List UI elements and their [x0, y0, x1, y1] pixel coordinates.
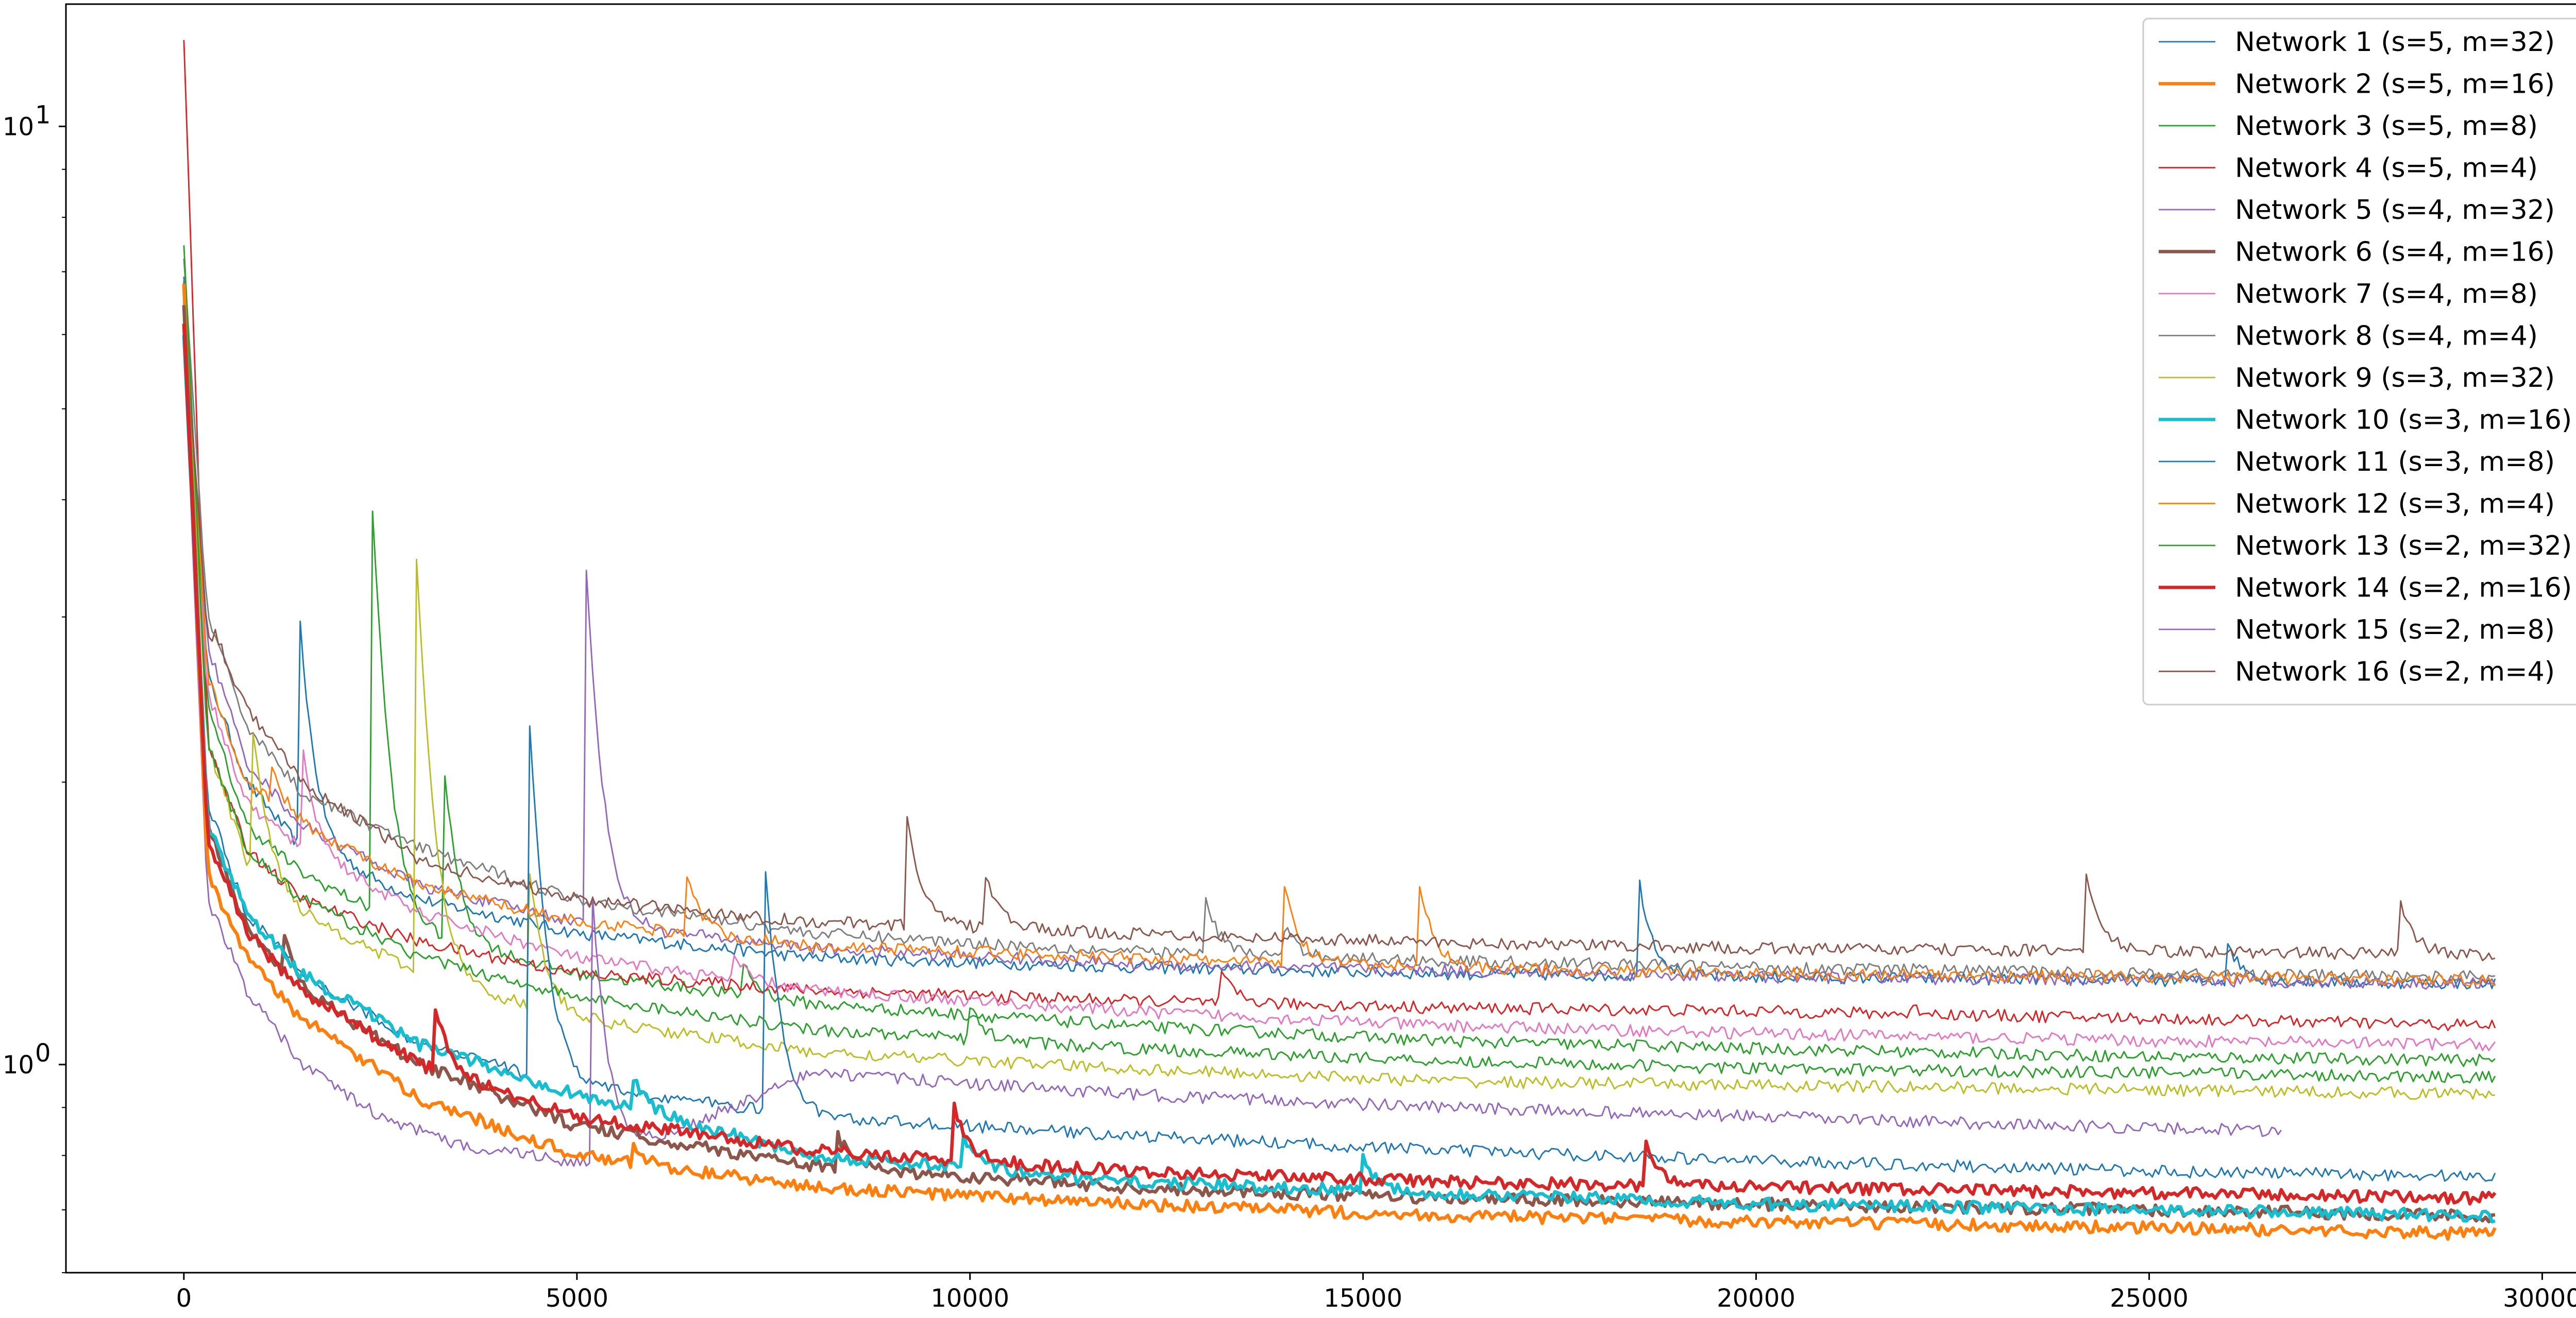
- legend-label: Network 13 (s=2, m=32): [2235, 530, 2572, 561]
- series-line-15: [183, 329, 2282, 1167]
- legend-label: Network 2 (s=5, m=16): [2235, 69, 2555, 100]
- legend-label: Network 15 (s=2, m=8): [2235, 614, 2555, 645]
- plot-frame: [65, 3, 2576, 1274]
- x-tick-label: 5000: [546, 1284, 608, 1313]
- y-tick-label: 10: [3, 1051, 34, 1080]
- series-line-2: [182, 283, 2497, 1241]
- y-tick-exponent: 1: [35, 100, 51, 129]
- y-tick-exponent: 0: [35, 1039, 51, 1068]
- legend-box: [2142, 18, 2576, 706]
- legend-label: Network 12 (s=3, m=4): [2235, 489, 2555, 520]
- series-line-9: [183, 303, 2495, 1100]
- series-line-14: [182, 323, 2497, 1206]
- legend-label: Network 3 (s=5, m=8): [2235, 111, 2538, 142]
- legend: Network 1 (s=5, m=32) Network 2 (s=5, m=1…: [2142, 18, 2576, 706]
- series-line-7: [183, 338, 2496, 1051]
- x-tick-label: 25000: [2110, 1284, 2189, 1313]
- legend-label: Network 14 (s=2, m=16): [2235, 573, 2572, 604]
- series-line-12: [183, 292, 2496, 987]
- legend-label: Network 10 (s=3, m=16): [2235, 405, 2572, 436]
- legend-label: Network 8 (s=4, m=4): [2235, 321, 2538, 352]
- x-tick-label: 10000: [930, 1284, 1009, 1313]
- legend-label: Network 6 (s=4, m=16): [2235, 237, 2555, 268]
- legend-label: Network 5 (s=4, m=32): [2235, 195, 2555, 226]
- legend-label: Network 9 (s=3, m=32): [2235, 363, 2555, 393]
- legend-label: Network 7 (s=4, m=8): [2235, 279, 2538, 310]
- legend-label: Network 16 (s=2, m=4): [2235, 657, 2555, 688]
- y-tick-label: 10: [3, 112, 34, 141]
- series-line-11: [183, 282, 2496, 1182]
- series-line-4: [183, 40, 2496, 1031]
- series-line-16: [183, 320, 2496, 962]
- legend-label: Network 1 (s=5, m=32): [2235, 27, 2555, 58]
- series-line-6: [182, 305, 2496, 1224]
- legend-label: Network 4 (s=5, m=4): [2235, 153, 2538, 184]
- series-line-13: [183, 245, 2496, 1084]
- x-tick-label: 0: [176, 1284, 192, 1313]
- series-line-5: [183, 305, 2496, 990]
- legend-label: Network 11 (s=3, m=8): [2235, 447, 2555, 477]
- x-tick-label: 30000: [2503, 1284, 2576, 1313]
- x-tick-label: 15000: [1324, 1284, 1402, 1313]
- series-line-3: [183, 280, 2496, 1067]
- series-layer: [182, 40, 2497, 1241]
- series-line-10: [182, 335, 2496, 1224]
- x-tick-label: 20000: [1717, 1284, 1795, 1313]
